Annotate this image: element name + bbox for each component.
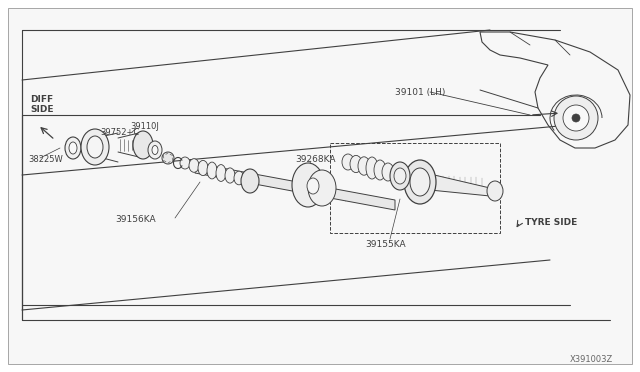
Text: 39155KA: 39155KA	[365, 240, 406, 249]
Ellipse shape	[216, 164, 226, 182]
Ellipse shape	[87, 136, 103, 158]
Text: DIFF
SIDE: DIFF SIDE	[30, 95, 54, 115]
Circle shape	[572, 114, 580, 122]
Ellipse shape	[148, 141, 162, 159]
Circle shape	[162, 152, 174, 164]
Ellipse shape	[390, 162, 410, 190]
Ellipse shape	[410, 168, 430, 196]
Ellipse shape	[366, 157, 378, 179]
Ellipse shape	[225, 168, 235, 183]
Ellipse shape	[198, 160, 208, 176]
Text: 39101 (LH): 39101 (LH)	[395, 88, 445, 97]
Text: 39110J: 39110J	[130, 122, 159, 131]
Ellipse shape	[81, 129, 109, 165]
Ellipse shape	[65, 137, 81, 159]
Ellipse shape	[207, 162, 217, 179]
Text: 39268KA: 39268KA	[295, 155, 335, 164]
Ellipse shape	[358, 157, 370, 175]
Ellipse shape	[342, 154, 354, 170]
Ellipse shape	[394, 168, 406, 184]
Ellipse shape	[307, 178, 319, 194]
Ellipse shape	[133, 131, 153, 159]
Ellipse shape	[234, 171, 244, 185]
Ellipse shape	[382, 163, 394, 181]
Ellipse shape	[69, 142, 77, 154]
Polygon shape	[430, 174, 490, 196]
Ellipse shape	[189, 159, 199, 172]
Bar	[330, 143, 500, 233]
Ellipse shape	[308, 170, 336, 206]
Text: TYRE SIDE: TYRE SIDE	[525, 218, 577, 227]
Ellipse shape	[404, 160, 436, 204]
Ellipse shape	[350, 155, 362, 173]
Circle shape	[563, 105, 589, 131]
Ellipse shape	[241, 169, 259, 193]
Ellipse shape	[374, 160, 386, 180]
Text: 39156KA: 39156KA	[115, 215, 156, 224]
Text: X391003Z: X391003Z	[570, 355, 613, 364]
Polygon shape	[195, 163, 395, 210]
Text: 39752+C: 39752+C	[100, 128, 140, 137]
Circle shape	[554, 96, 598, 140]
Ellipse shape	[487, 181, 503, 201]
Ellipse shape	[152, 145, 158, 154]
Ellipse shape	[180, 157, 190, 169]
Ellipse shape	[292, 163, 324, 207]
Text: 38225W: 38225W	[28, 155, 63, 164]
